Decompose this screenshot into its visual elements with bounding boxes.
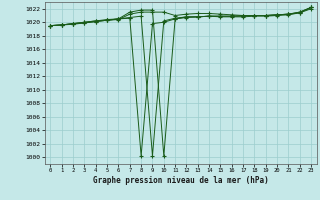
X-axis label: Graphe pression niveau de la mer (hPa): Graphe pression niveau de la mer (hPa)	[93, 176, 269, 185]
